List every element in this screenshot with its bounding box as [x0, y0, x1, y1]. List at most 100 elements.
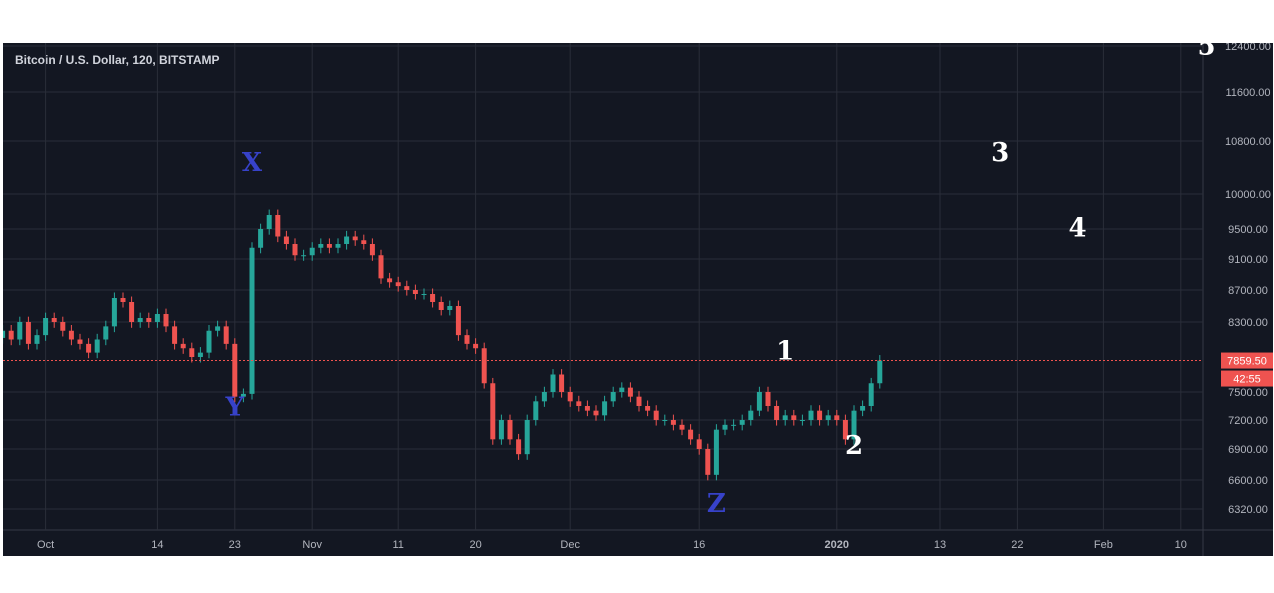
x-tick-label: 23 — [229, 539, 241, 551]
wave-label-2: 2 — [845, 431, 863, 461]
candle-body — [430, 294, 436, 302]
candle-body — [567, 392, 573, 402]
x-tick-label: 20 — [469, 539, 481, 551]
candle-body — [722, 424, 728, 430]
candle-body — [576, 401, 582, 406]
candle-body — [619, 387, 625, 392]
candle-body — [215, 326, 221, 331]
candle-body — [799, 420, 805, 421]
candle-body — [645, 406, 651, 411]
y-tick-label: 10800.00 — [1225, 136, 1271, 148]
candle-body — [189, 348, 195, 357]
candle-body — [670, 420, 676, 425]
x-tick-label: Oct — [37, 539, 54, 551]
candle-body — [361, 240, 367, 244]
candle-body — [3, 330, 6, 338]
candle-body — [180, 343, 186, 349]
candle-body — [507, 420, 513, 440]
last-price-label: 7859.50 — [1227, 356, 1267, 368]
candle-body — [137, 318, 143, 322]
candle-body — [481, 348, 487, 384]
candle-body — [524, 420, 530, 455]
wave-label-4: 4 — [1069, 214, 1087, 244]
candle-body — [111, 298, 117, 327]
candle-body — [51, 318, 57, 322]
candle-body — [275, 215, 281, 237]
candle-body — [782, 415, 788, 420]
candle-body — [559, 374, 565, 392]
wave-label-y: Y — [225, 392, 245, 422]
candle-body — [834, 415, 840, 420]
price-chart[interactable]: 12400.00 11600.00 10800.00 10000.00 9500.00 9… — [3, 43, 1273, 556]
candle-body — [602, 401, 608, 416]
candle-body — [473, 343, 479, 349]
candle-body — [438, 302, 444, 310]
candle-body — [258, 229, 264, 248]
candle-body — [817, 410, 823, 420]
candle-body — [679, 424, 685, 430]
candle-body — [688, 429, 694, 440]
candle-body — [860, 406, 866, 411]
y-tick-label: 9100.00 — [1228, 254, 1268, 266]
wave-label-z: Z — [707, 489, 726, 519]
candle-body — [774, 406, 780, 420]
y-tick-label: 11600.00 — [1225, 87, 1270, 99]
candle-body — [301, 255, 307, 257]
y-tick-label: 6900.00 — [1228, 444, 1268, 456]
candle-body — [584, 406, 590, 411]
candle-body — [756, 392, 762, 411]
candle-body — [387, 278, 393, 283]
y-tick-label: 6600.00 — [1228, 475, 1268, 487]
candle-body — [309, 247, 315, 256]
candle-body — [662, 420, 668, 421]
candle-body — [163, 314, 169, 327]
candle-body — [352, 236, 358, 241]
candle-body — [593, 410, 599, 416]
candle-body — [172, 326, 178, 344]
candle-body — [68, 330, 74, 340]
candle-body — [129, 302, 135, 322]
candle-body — [731, 424, 737, 426]
candle-body — [249, 247, 255, 394]
last-price-badge — [1221, 352, 1273, 369]
candle-body — [318, 244, 324, 248]
y-tick-label: 8700.00 — [1228, 285, 1268, 297]
candle-body — [610, 392, 616, 402]
candle-body — [103, 326, 109, 340]
x-tick-label: 22 — [1011, 539, 1023, 551]
candle-body — [292, 244, 298, 256]
candle-body — [627, 387, 633, 397]
candle-body — [335, 244, 341, 248]
candle-body — [842, 420, 848, 440]
candle-body — [344, 236, 350, 244]
x-tick-label: 13 — [934, 539, 946, 551]
candle-body — [705, 449, 711, 475]
y-tick-label: 10000.00 — [1225, 189, 1271, 201]
candle-body — [77, 339, 83, 344]
candle-body — [17, 322, 23, 340]
candle-body — [232, 343, 238, 397]
candle-body — [120, 298, 126, 302]
candle-body — [533, 401, 539, 420]
x-tick-label: 11 — [392, 539, 403, 551]
wave-label-3: 3 — [991, 138, 1009, 168]
candle-body — [266, 215, 272, 229]
wave-label-x: X — [242, 148, 263, 178]
candle-body — [550, 374, 556, 392]
countdown-badge — [1221, 370, 1273, 387]
candle-body — [636, 396, 642, 406]
candle-body — [60, 322, 66, 331]
candle-body — [765, 392, 771, 406]
candle-body — [197, 352, 203, 357]
candle-body — [34, 335, 40, 344]
candle-body — [825, 415, 831, 420]
candle-body — [395, 282, 401, 287]
candle-body — [94, 339, 100, 353]
x-tick-label: 2020 — [825, 539, 849, 551]
candle-body — [223, 326, 229, 344]
chart-title: Bitcoin / U.S. Dollar, 120, BITSTAMP — [15, 53, 220, 67]
candle-body — [206, 330, 212, 353]
candle-body — [326, 244, 332, 248]
candle-body — [851, 410, 857, 440]
candle-body — [455, 306, 461, 336]
